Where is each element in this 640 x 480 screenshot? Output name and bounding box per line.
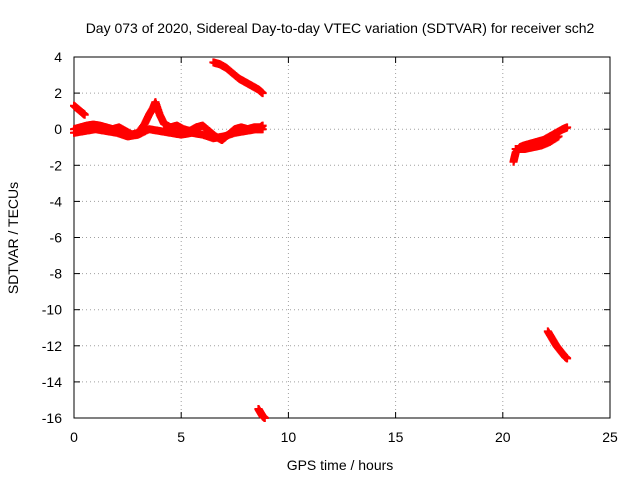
y-tick-label: -10 <box>42 302 62 318</box>
series-late-drop <box>543 327 572 363</box>
x-tick-label: 25 <box>602 429 618 445</box>
x-axis-label: GPS time / hours <box>287 457 394 473</box>
y-tick-label: -4 <box>50 193 63 209</box>
grid-lines <box>74 57 610 418</box>
x-tick-label: 5 <box>177 429 185 445</box>
data-point <box>258 89 267 98</box>
y-tick-label: -14 <box>42 374 62 390</box>
y-tick-label: -2 <box>50 157 63 173</box>
axes <box>73 56 611 419</box>
chart-title: Day 073 of 2020, Sidereal Day-to-day VTE… <box>86 20 595 36</box>
y-tick-label: -8 <box>50 266 63 282</box>
y-tick-label: -6 <box>50 230 63 246</box>
y-axis-label: SDTVAR / TECUs <box>5 182 21 294</box>
data-point <box>80 110 89 119</box>
series-start-rise <box>70 101 89 119</box>
series-bottom-dip <box>254 404 269 422</box>
data-point <box>563 123 572 132</box>
x-tick-label: 10 <box>281 429 297 445</box>
y-tick-label: -16 <box>42 410 62 426</box>
series-descending-arc <box>209 58 267 98</box>
x-tick-label: 20 <box>495 429 511 445</box>
data-point <box>554 132 563 141</box>
x-tick-label: 0 <box>70 429 78 445</box>
y-tick-label: 2 <box>54 85 62 101</box>
series-main-band <box>70 98 267 145</box>
series-late-rise-lower <box>511 132 563 154</box>
data-point <box>260 414 269 422</box>
y-tick-label: 4 <box>54 49 62 65</box>
series-lower-band <box>70 125 267 143</box>
y-tick-label: -12 <box>42 338 62 354</box>
data-points <box>70 58 572 422</box>
x-tick-label: 15 <box>388 429 404 445</box>
data-point <box>563 354 572 363</box>
data-point <box>258 125 267 134</box>
y-tick-label: 0 <box>54 121 62 137</box>
